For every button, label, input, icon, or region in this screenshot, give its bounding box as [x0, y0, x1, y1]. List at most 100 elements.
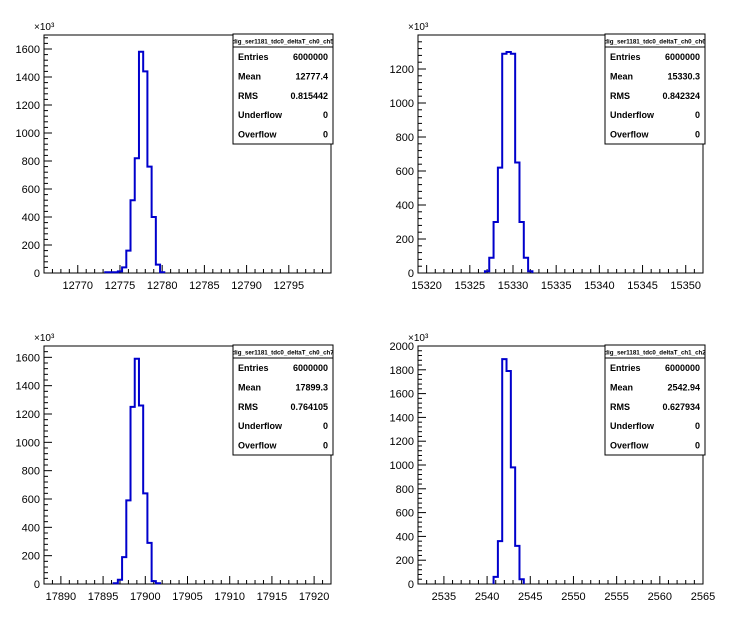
histogram-bin	[485, 271, 489, 273]
histogram-bin	[139, 406, 143, 585]
y-tick-label: 2000	[390, 341, 414, 353]
histogram-bin	[160, 272, 164, 273]
histogram-bin	[131, 200, 135, 273]
y-tick-label: 1000	[16, 437, 40, 449]
y-tick-label: 600	[22, 494, 40, 506]
stats-label: RMS	[238, 91, 258, 101]
y-tick-label: 1600	[390, 389, 414, 401]
stats-label: Entries	[238, 52, 269, 62]
histogram-bin	[126, 500, 130, 584]
stats-label: Overflow	[238, 441, 278, 451]
histogram-bin	[114, 272, 118, 273]
histogram-title: dig_ser1181_tdc0_deltaT_ch0_ch5	[232, 39, 334, 46]
x-tick-label: 15350	[670, 280, 701, 292]
histogram-bin	[122, 267, 126, 273]
histogram-bin	[156, 583, 160, 584]
histogram-bin	[502, 54, 506, 273]
x-tick-label: 15345	[627, 280, 658, 292]
stats-value: 6000000	[665, 363, 700, 373]
stats-label: Mean	[610, 382, 633, 392]
histogram-panel-3: 0 200 400 600 800 1000 1200 1400 1600 17890 17895 1…	[16, 333, 335, 603]
histogram-bin	[519, 222, 523, 273]
y-tick-label: 200	[396, 234, 414, 246]
x-tick-label: 15330	[498, 280, 529, 292]
y-tick-label: 200	[22, 240, 40, 252]
x-tick-label: 2545	[518, 591, 542, 603]
stats-label: Underflow	[610, 421, 655, 431]
stats-label: RMS	[610, 402, 630, 412]
histogram-bin	[139, 52, 143, 273]
stats-value: 15330.3	[667, 71, 700, 81]
histogram-bin	[122, 557, 126, 584]
x-tick-label: 15335	[541, 280, 572, 292]
histogram-bin	[524, 258, 528, 273]
stats-label: Overflow	[610, 441, 650, 451]
x-tick-label: 17920	[299, 591, 330, 603]
histogram-bin	[109, 272, 113, 273]
histogram-panel-2: 0 200 400 600 800 1000 1200 15320 15325 15330 1533…	[390, 22, 707, 292]
histogram-bin	[511, 54, 515, 273]
y-tick-label: 200	[22, 551, 40, 563]
histogram-bin	[507, 52, 511, 273]
y-tick-label: 0	[34, 268, 40, 280]
y-multiplier-label: ×10³	[34, 333, 55, 344]
x-tick-label: 12790	[231, 280, 262, 292]
y-tick-label: 0	[408, 268, 414, 280]
stats-value: 0.815442	[290, 91, 328, 101]
y-tick-label: 1800	[390, 365, 414, 377]
histogram-bin	[511, 467, 515, 584]
y-tick-label: 400	[396, 531, 414, 543]
stats-value: 0	[695, 130, 700, 140]
stats-value: 6000000	[293, 52, 328, 62]
histogram-bin	[105, 272, 109, 273]
histogram-bin	[515, 163, 519, 274]
stats-label: RMS	[238, 402, 258, 412]
y-multiplier-label: ×10³	[408, 333, 429, 344]
y-tick-label: 600	[396, 166, 414, 178]
histogram-bin	[135, 158, 139, 273]
histogram-bin	[143, 493, 147, 584]
stats-label: Underflow	[610, 110, 655, 120]
y-tick-label: 800	[22, 466, 40, 478]
stats-label: Mean	[238, 71, 261, 81]
y-tick-label: 200	[396, 555, 414, 567]
x-tick-label: 12770	[62, 280, 93, 292]
y-tick-label: 1600	[16, 44, 40, 56]
stats-value: 0	[323, 421, 328, 431]
stats-label: Entries	[610, 363, 641, 373]
x-tick-label: 17910	[214, 591, 245, 603]
histogram-bin	[498, 168, 502, 273]
histogram-panel-1: 0 200 400 600 800 1000 1200 1400 1600 12770 12775 1…	[16, 22, 335, 292]
stats-label: Underflow	[238, 110, 283, 120]
x-tick-label: 12780	[147, 280, 178, 292]
stats-value: 6000000	[293, 363, 328, 373]
stats-label: Mean	[238, 382, 261, 392]
stats-value: 0	[695, 110, 700, 120]
stats-value: 0.627934	[662, 402, 700, 412]
x-tick-label: 17895	[88, 591, 119, 603]
stats-box	[232, 344, 334, 456]
y-tick-label: 800	[396, 132, 414, 144]
x-tick-label: 2540	[475, 591, 499, 603]
histogram-bin	[147, 167, 151, 273]
histogram-bin	[118, 271, 122, 273]
histogram-bin	[156, 265, 160, 273]
histogram-outline	[104, 50, 166, 274]
stats-value: 0	[323, 441, 328, 451]
stats-value: 17899.3	[295, 382, 328, 392]
stats-box	[604, 33, 706, 145]
stats-value: 6000000	[665, 52, 700, 62]
stats-value: 0	[323, 110, 328, 120]
histogram-title: dig_ser1181_tdc0_deltaT_ch0_ch6	[604, 39, 706, 46]
y-tick-label: 1400	[16, 381, 40, 393]
histogram-bin	[498, 541, 502, 584]
y-tick-label: 600	[22, 184, 40, 196]
histogram-bin	[126, 251, 130, 273]
histogram-bin	[494, 222, 498, 273]
x-tick-label: 15325	[455, 280, 486, 292]
histogram-bin	[152, 581, 156, 584]
stats-box	[604, 344, 706, 456]
y-multiplier-label: ×10³	[34, 22, 55, 33]
y-tick-label: 400	[396, 200, 414, 212]
